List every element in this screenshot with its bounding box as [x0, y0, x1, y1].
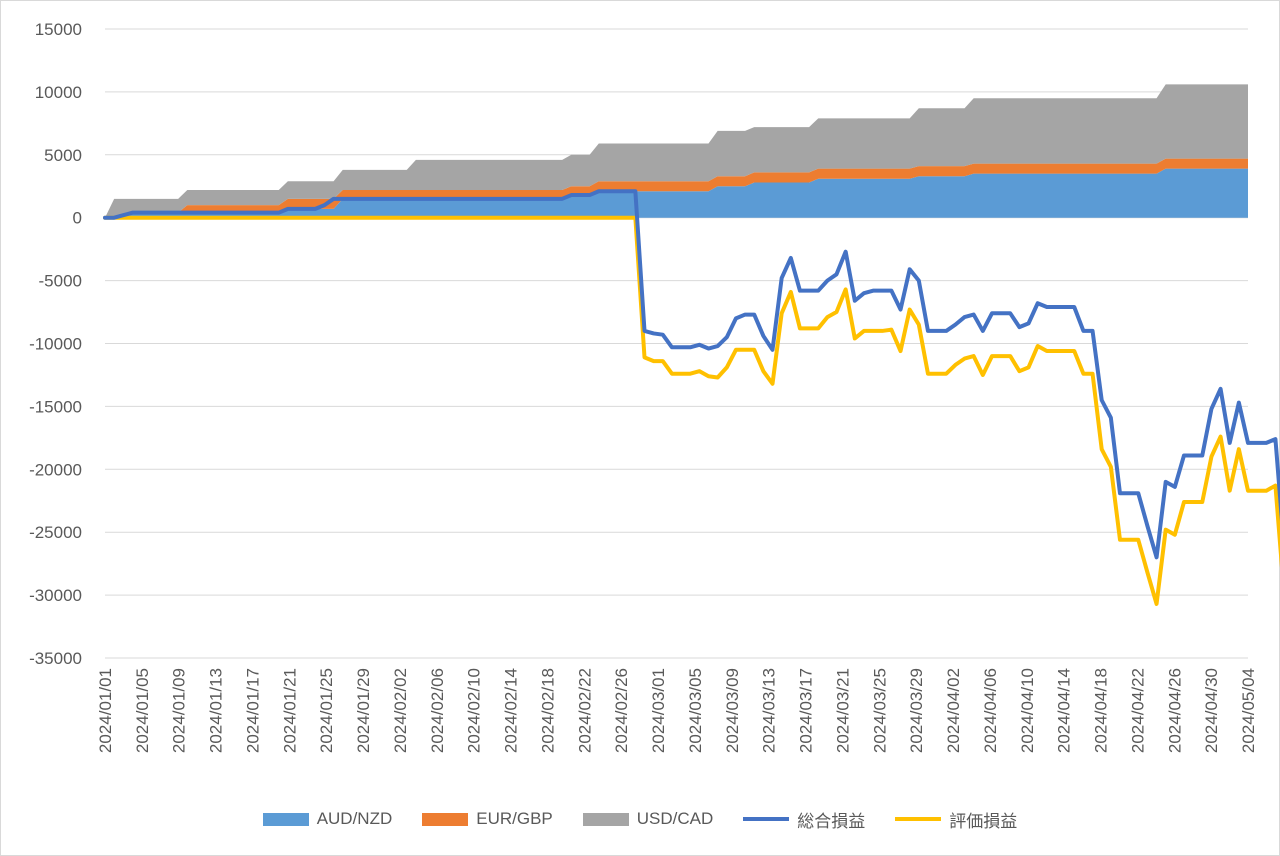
x-tick-label: 2024/02/22 [575, 668, 594, 753]
x-tick-label: 2024/03/21 [833, 668, 852, 753]
x-tick-label: 2024/04/22 [1128, 668, 1147, 753]
area-aud-nzd [105, 168, 1248, 218]
x-tick-label: 2024/02/02 [391, 668, 410, 753]
area-eur-gbp [105, 158, 1248, 218]
x-tick-label: 2024/04/30 [1202, 668, 1221, 753]
legend-swatch-aud-nzd [262, 812, 309, 826]
y-tick-label: 10000 [35, 83, 82, 102]
legend-item-usd-cad: USD/CAD [582, 809, 714, 829]
y-tick-label: -15000 [29, 397, 82, 416]
y-tick-label: 5000 [44, 146, 82, 165]
x-tick-label: 2024/04/14 [1055, 668, 1074, 753]
x-tick-label: 2024/01/05 [133, 668, 152, 753]
y-tick-label: -10000 [29, 335, 82, 354]
x-tick-label: 2024/01/29 [354, 668, 373, 753]
legend-label-unrealized-pl: 評価損益 [949, 811, 1018, 831]
x-tick-label: 2024/03/25 [870, 668, 889, 753]
y-tick-label: -25000 [29, 523, 82, 542]
chart-plot: 15000 10000 5000 0 -5000 -10000 -15000 -20000 -2… [29, 20, 1280, 753]
x-tick-label: 2024/03/29 [907, 668, 926, 753]
line-total-pl [103, 189, 1280, 560]
x-tick-label: 2024/02/06 [428, 668, 447, 753]
area-usd-cad [105, 84, 1248, 218]
x-tick-label: 2024/03/05 [686, 668, 705, 753]
x-tick-label: 2024/04/10 [1018, 668, 1037, 753]
legend: AUD/NZD EUR/GBP USD/CAD 総合損益 評価損益 [0, 806, 1280, 832]
x-tick-label: 2024/03/17 [797, 668, 816, 753]
y-tick-label: 0 [73, 209, 82, 228]
legend-item-unrealized-pl: 評価損益 [895, 807, 1017, 832]
legend-swatch-unrealized-pl [895, 817, 942, 821]
legend-label-usd-cad: USD/CAD [636, 809, 714, 828]
x-tick-label: 2024/02/18 [538, 668, 557, 753]
y-tick-label: -5000 [39, 272, 82, 291]
x-tick-label: 2024/03/01 [649, 668, 668, 753]
x-tick-label: 2024/01/01 [96, 668, 115, 753]
x-tick-label: 2024/04/02 [944, 668, 963, 753]
legend-label-total-pl: 総合損益 [797, 811, 866, 831]
x-tick-label: 2024/04/26 [1165, 668, 1184, 753]
x-tick-label: 2024/04/18 [1092, 668, 1111, 753]
x-tick-label: 2024/03/13 [760, 668, 779, 753]
x-tick-label: 2024/02/26 [612, 668, 631, 753]
x-tick-label: 2024/02/10 [465, 668, 484, 753]
y-tick-label: -30000 [29, 586, 82, 605]
x-tick-label: 2024/02/14 [502, 668, 521, 753]
y-tick-label: 15000 [35, 20, 82, 39]
legend-item-aud-nzd: AUD/NZD [262, 809, 393, 829]
x-tick-label: 2024/03/09 [723, 668, 742, 753]
y-tick-label: -20000 [29, 460, 82, 479]
legend-swatch-eur-gbp [422, 812, 469, 826]
legend-label-eur-gbp: EUR/GBP [476, 809, 553, 828]
legend-swatch-usd-cad [582, 812, 629, 826]
x-tick-label: 2024/01/17 [243, 668, 262, 753]
legend-item-total-pl: 総合損益 [743, 807, 865, 832]
x-tick-label: 2024/05/04 [1239, 668, 1258, 753]
legend-label-aud-nzd: AUD/NZD [316, 809, 393, 828]
x-tick-label: 2024/01/21 [280, 668, 299, 753]
x-tick-label: 2024/01/09 [170, 668, 189, 753]
line-unrealized-pl [103, 215, 1280, 606]
x-tick-label: 2024/04/06 [981, 668, 1000, 753]
legend-item-eur-gbp: EUR/GBP [422, 809, 553, 829]
x-tick-label: 2024/01/25 [317, 668, 336, 753]
y-tick-label: -35000 [29, 649, 82, 668]
legend-swatch-total-pl [743, 817, 790, 821]
x-tick-label: 2024/01/13 [207, 668, 226, 753]
